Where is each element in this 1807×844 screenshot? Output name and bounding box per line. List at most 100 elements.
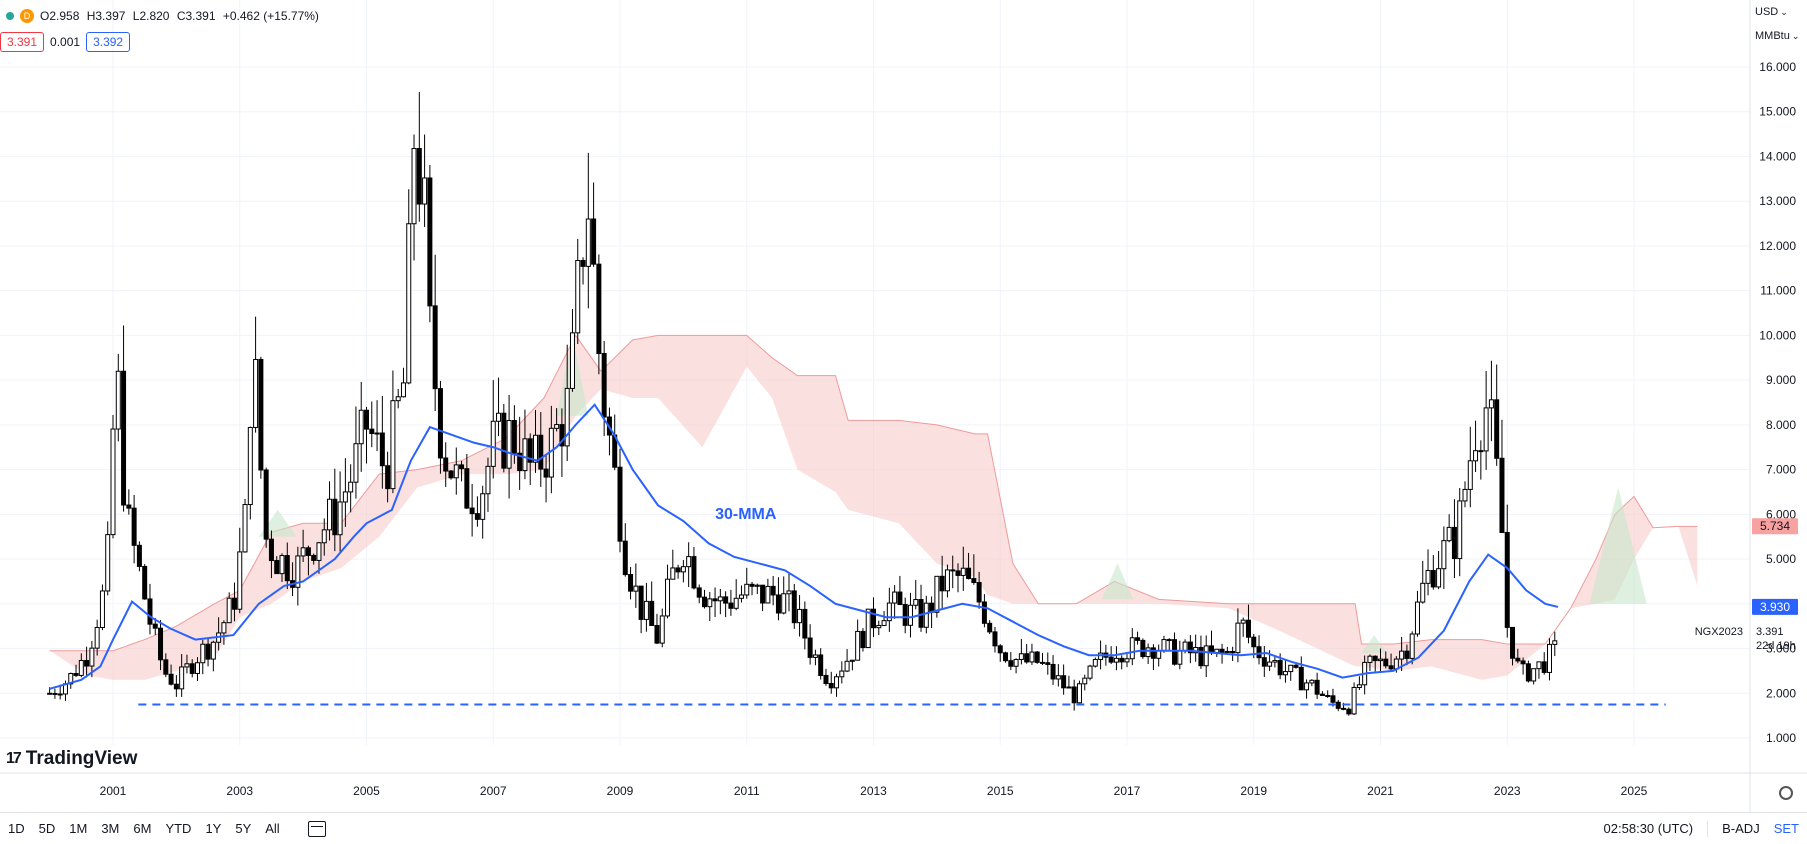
candle-body — [522, 438, 528, 472]
adjustment-toggle[interactable]: B-ADJ — [1722, 821, 1760, 836]
candle-body — [1483, 407, 1489, 452]
spread-value: 0.001 — [50, 35, 81, 49]
candle-body — [506, 420, 512, 469]
candle-body — [1356, 684, 1362, 688]
candle-body — [976, 581, 982, 603]
candle-body — [538, 434, 544, 470]
candle-body — [543, 468, 549, 478]
candle-body — [1388, 665, 1394, 670]
candle-body — [110, 428, 116, 536]
y-tick-label: 15.000 — [1759, 105, 1796, 119]
candle-body — [1425, 570, 1431, 584]
candle-body — [1040, 661, 1045, 664]
candle-body — [464, 468, 470, 509]
candle-body — [728, 602, 734, 609]
timeframe-all[interactable]: All — [265, 821, 280, 836]
candle-body — [200, 643, 206, 664]
candle-body — [702, 596, 707, 608]
timeframe-6m[interactable]: 6M — [133, 821, 152, 836]
candle-body — [712, 598, 718, 602]
candle-body — [1055, 675, 1061, 680]
unit-label: MMBtu — [1755, 30, 1790, 42]
brand-logo[interactable]: 17 TradingView — [6, 748, 137, 770]
candle-body — [691, 556, 697, 589]
candle-body — [1034, 651, 1040, 663]
unit-select[interactable]: MMBtu ⌄ — [1755, 30, 1803, 42]
candle-body — [1372, 655, 1378, 662]
candle-body — [1082, 677, 1088, 685]
timeframe-1y[interactable]: 1Y — [205, 821, 222, 836]
timeframe-1d[interactable]: 1D — [8, 821, 25, 836]
candle-body — [115, 370, 121, 430]
candle-body — [152, 623, 158, 629]
candle-body — [1351, 686, 1357, 715]
candle-body — [210, 641, 216, 660]
timeframe-ytd[interactable]: YTD — [165, 821, 192, 836]
candle-body — [68, 673, 74, 685]
y-tick-label: 10.000 — [1759, 328, 1796, 342]
candle-body — [1272, 660, 1278, 663]
candle-body — [786, 590, 792, 595]
candle-body — [1525, 663, 1531, 682]
timeframe-1m[interactable]: 1M — [69, 821, 88, 836]
candle-body — [1277, 660, 1283, 676]
timeframe-5y[interactable]: 5Y — [235, 821, 252, 836]
candle-body — [205, 643, 211, 660]
x-tick-label: 2013 — [860, 784, 887, 798]
candle-body — [158, 627, 164, 661]
candle-body — [1135, 637, 1141, 641]
chevron-down-icon: ⌄ — [1780, 7, 1788, 17]
candle-body — [353, 443, 359, 483]
currency-select[interactable]: USD ⌄ — [1755, 6, 1803, 18]
gear-icon[interactable] — [1779, 786, 1793, 800]
calendar-icon[interactable] — [307, 820, 326, 837]
price-chart[interactable]: 30-MMA1.0002.0003.0004.0005.0006.0007.00… — [0, 0, 1807, 812]
candle-body — [569, 332, 575, 389]
candle-body — [168, 673, 174, 685]
timeframe-3m[interactable]: 3M — [101, 821, 120, 836]
candle-body — [1436, 568, 1442, 588]
session-toggle[interactable]: SET — [1773, 821, 1799, 836]
candle-body — [358, 409, 364, 445]
candle-body — [1414, 601, 1420, 635]
candle-body — [1156, 650, 1162, 659]
candle-body — [337, 501, 343, 536]
candle-body — [105, 534, 111, 592]
candle-body — [300, 547, 306, 557]
candle-body — [1341, 707, 1347, 710]
sell-button[interactable]: 3.391 — [0, 32, 45, 52]
candle-body — [342, 491, 348, 503]
candle-body — [179, 666, 185, 690]
interval-badge[interactable]: D — [20, 9, 34, 23]
candle-body — [490, 420, 496, 467]
buy-button[interactable]: 3.392 — [86, 32, 131, 52]
candle-body — [1230, 650, 1236, 654]
candle-body — [686, 556, 692, 568]
candle-body — [533, 434, 538, 463]
candle-body — [643, 600, 649, 620]
candle-body — [1420, 582, 1426, 603]
candle-body — [865, 608, 871, 649]
candle-body — [1182, 641, 1188, 652]
candle-body — [1050, 663, 1056, 680]
candle-body — [754, 584, 760, 587]
candle-body — [274, 560, 280, 575]
candle-body — [834, 676, 840, 689]
candle-body — [1008, 660, 1014, 667]
candle-body — [406, 223, 412, 384]
candle-body — [1282, 671, 1288, 676]
x-tick-label: 2005 — [353, 784, 380, 798]
x-tick-label: 2023 — [1494, 784, 1521, 798]
clock-readout[interactable]: 02:58:30 (UTC) — [1603, 821, 1694, 836]
x-tick-label: 2003 — [226, 784, 253, 798]
candle-body — [226, 597, 232, 624]
candle-body — [84, 659, 90, 667]
y-tick-label: 8.000 — [1766, 418, 1796, 432]
ichimoku-cloud — [49, 335, 1698, 680]
candle-body — [955, 570, 961, 576]
candle-body — [369, 428, 375, 434]
candle-body — [707, 598, 713, 608]
candle-body — [474, 513, 480, 520]
timeframe-5d[interactable]: 5D — [38, 821, 56, 836]
candle-body — [802, 608, 808, 639]
